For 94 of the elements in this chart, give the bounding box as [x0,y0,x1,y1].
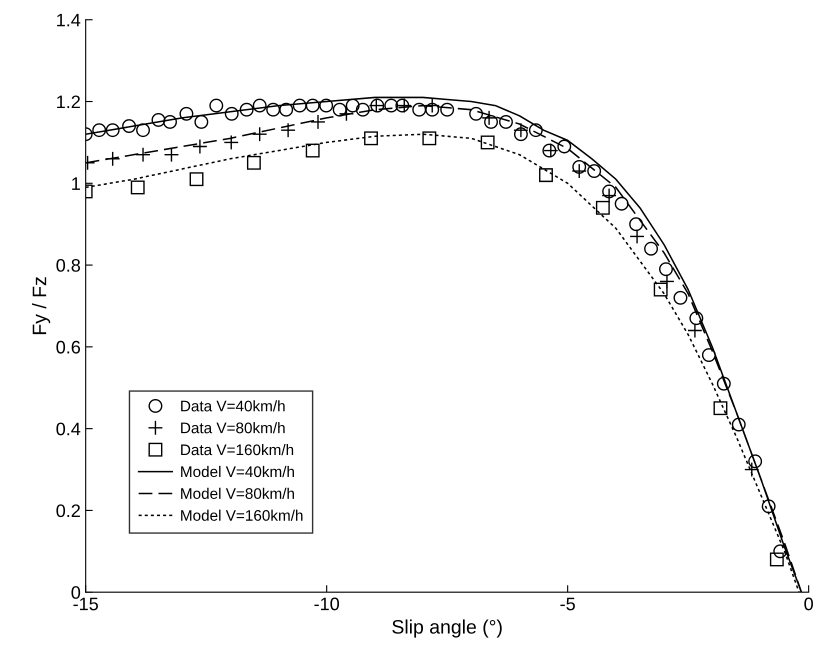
x-tick-label: 0 [804,598,813,610]
point [528,123,543,138]
point [306,144,320,158]
point [770,552,784,566]
point [279,102,294,117]
y-tick-label: 0.2 [56,504,80,518]
point [716,376,731,391]
point [190,172,204,186]
point [252,98,267,113]
point [136,123,150,138]
y-tick-label: 0.6 [56,340,80,354]
legend-label: Model V=80km/h [181,488,294,499]
y-tick-label: 1.2 [57,95,80,108]
point [702,348,716,362]
point [364,131,378,146]
point [192,138,208,154]
point [481,110,497,126]
point [338,106,354,122]
point [596,200,610,215]
point [440,102,454,117]
legend-label: Data V=160km/h [181,444,294,456]
point [92,123,106,138]
point [306,98,320,113]
point [224,106,239,121]
point [689,311,704,326]
point [654,282,668,297]
point [310,114,326,130]
legend-label: Data V=80km/h [181,422,285,434]
point [422,131,436,146]
point [614,196,629,211]
y-tick-label: 0.8 [56,259,80,272]
point [539,168,553,182]
point [602,184,616,198]
point [246,156,261,170]
point [744,462,760,478]
point [557,140,572,154]
point [732,418,746,432]
point [164,147,180,162]
point [572,160,586,174]
y-tick-label: 1 [72,177,80,190]
point [687,322,703,338]
legend-label: Data V=40km/h [181,400,285,412]
x-tick-label: -15 [73,598,98,610]
point [513,122,529,138]
point [762,499,776,514]
point [425,102,440,117]
point [587,164,602,178]
point [105,151,120,166]
point [280,122,296,138]
point [152,112,166,127]
y-tick-label: 1.4 [57,14,80,26]
x-tick-label: -10 [314,598,340,610]
point [122,119,136,133]
point [674,290,688,305]
point [179,106,194,121]
point [469,106,484,121]
point [135,147,151,162]
point [714,401,728,416]
point [130,180,145,194]
point [252,126,268,142]
x-axis-title: Slip angle (°) [392,619,502,638]
point [644,242,658,256]
point [480,135,495,150]
point [266,102,280,117]
point [224,134,239,150]
y-tick-label: 0 [71,586,80,599]
point [514,127,528,142]
point [240,102,254,117]
y-tick-label: 0.4 [56,422,80,436]
point [106,123,120,138]
y-axis-title: Fy / Fz [32,277,50,334]
legend-label: Model V=40km/h [181,466,294,478]
point [194,115,208,129]
point [484,115,498,129]
point [629,228,645,244]
point [346,98,360,113]
point [163,115,177,129]
point [292,98,307,113]
point [356,102,370,117]
point [319,98,334,113]
point [572,163,587,179]
point [499,115,513,129]
point [424,98,440,114]
point [773,544,788,558]
point [384,98,398,113]
x-tick-label: -5 [560,598,575,610]
point [659,262,673,276]
point [629,217,644,232]
point [601,188,617,204]
point [748,454,762,468]
point [412,102,426,117]
point [209,98,224,113]
legend-label: Model V=160km/h [181,510,302,521]
point [332,102,347,117]
